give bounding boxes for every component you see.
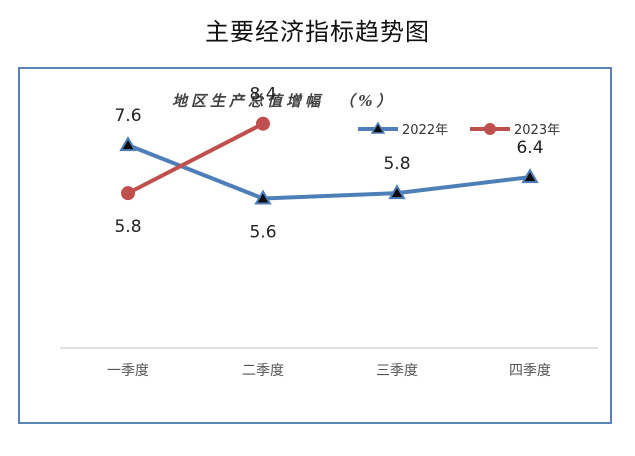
series-2023-line (126, 121, 265, 196)
series-2022-line (126, 143, 532, 201)
series-2023-point (121, 186, 135, 201)
series-2023-legend-label: 2023年 (514, 123, 560, 138)
page-title: 主要经济指标趋势图 (205, 18, 430, 46)
x-tick-label: 一季度 (107, 363, 149, 379)
series-2022-data-label: 5.8 (383, 154, 410, 174)
chart-title-unit: （%） (339, 92, 395, 110)
chart-title-main: 地区生产总值增幅 (172, 92, 324, 110)
chart-title: 地区生产总值增幅 （%） (172, 92, 396, 110)
series-2023-data-label: 8.4 (249, 85, 276, 105)
series-2022-point (521, 168, 539, 184)
series-2023-legend-marker (484, 123, 496, 135)
series-2023-data-label: 5.8 (114, 217, 141, 237)
series-2022-data-label: 6.4 (516, 138, 543, 158)
series-2023-point (256, 116, 270, 131)
series-2022-point (254, 189, 272, 205)
x-tick-label: 三季度 (376, 363, 418, 379)
chart-frame (18, 67, 612, 424)
series-2022-legend-label: 2022年 (402, 123, 448, 138)
series-2022-data-label: 7.6 (114, 106, 141, 126)
series-2022-legend-marker (370, 121, 386, 134)
series-2022-point (119, 136, 137, 152)
x-tick-label: 四季度 (509, 363, 551, 379)
series-2022-point (388, 184, 406, 200)
series-2022-data-label: 5.6 (249, 222, 276, 242)
x-tick-label: 二季度 (242, 363, 284, 379)
